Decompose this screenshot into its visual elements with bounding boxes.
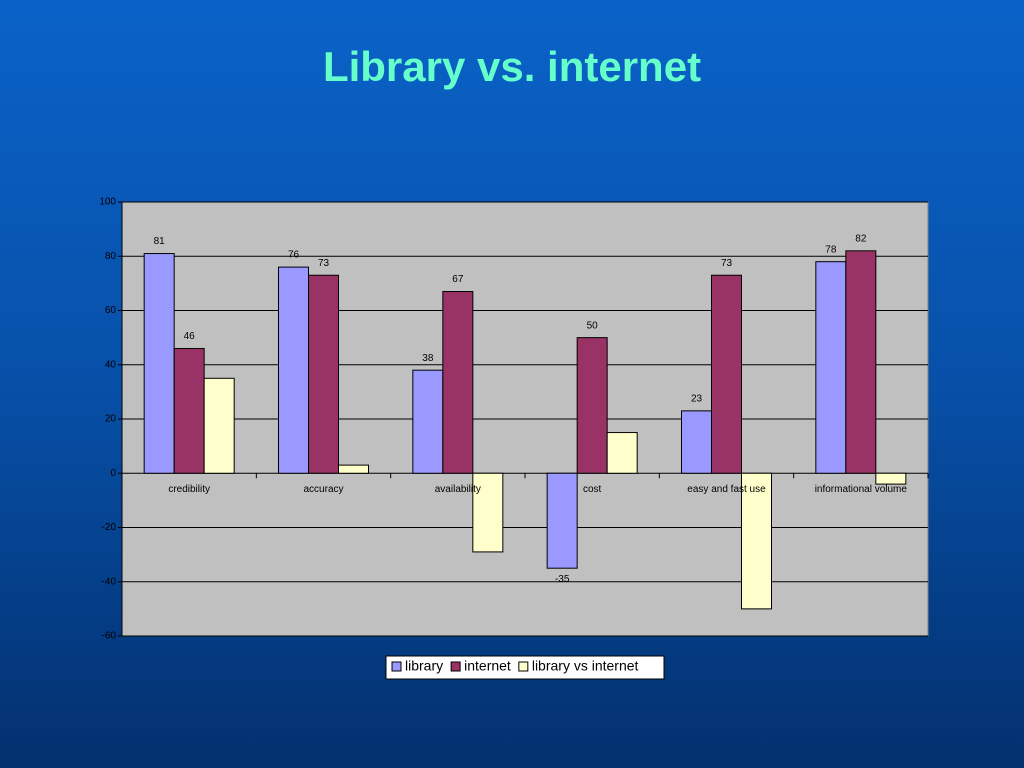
data-label: 46 [184, 331, 196, 342]
legend-label: internet [464, 658, 511, 674]
bar [173, 347, 205, 474]
data-label: 50 [587, 320, 599, 331]
data-label: 82 [855, 233, 867, 244]
y-tick-label: 0 [110, 468, 116, 479]
x-tick-label: accuracy [303, 484, 343, 495]
x-tick-label: cost [583, 484, 602, 495]
data-label: 67 [452, 274, 464, 285]
legend-label: library [405, 658, 443, 674]
y-tick-label: 40 [105, 359, 117, 370]
bar [338, 464, 369, 474]
legend-swatch [518, 661, 529, 672]
data-label: 23 [691, 394, 703, 405]
bar [203, 377, 235, 474]
x-tick-label: informational volume [815, 484, 908, 495]
data-label: 38 [422, 353, 434, 364]
data-label: 73 [721, 258, 733, 269]
bar [741, 472, 772, 610]
bar [711, 274, 742, 474]
data-label: -35 [555, 574, 570, 585]
bar [442, 291, 474, 474]
legend-swatch [450, 661, 461, 672]
bar [546, 472, 578, 569]
x-tick-label: credibility [168, 484, 210, 495]
data-label: 78 [825, 244, 837, 255]
legend-label: library vs internet [532, 658, 639, 674]
chart-title: Library vs. internet [323, 43, 701, 90]
bar [576, 337, 608, 474]
bar [412, 369, 444, 474]
data-label: 76 [288, 250, 300, 261]
y-tick-label: -60 [102, 631, 117, 642]
bar [606, 432, 638, 474]
y-tick-label: 20 [105, 414, 117, 425]
data-label: 73 [318, 258, 330, 269]
bar [681, 410, 712, 474]
data-label: 81 [154, 236, 166, 247]
bar [278, 266, 309, 474]
y-tick-label: -20 [102, 522, 117, 533]
x-tick-label: availability [435, 484, 481, 495]
bar [815, 261, 847, 474]
bar [143, 253, 175, 474]
bar [875, 472, 907, 485]
y-tick-label: 100 [99, 197, 116, 208]
legend-swatch [391, 661, 402, 672]
y-tick-label: -40 [102, 576, 117, 587]
x-tick-label: easy and fast use [687, 484, 766, 495]
bar [308, 274, 339, 474]
bar [845, 250, 877, 474]
y-tick-label: 80 [105, 251, 117, 262]
bar [472, 472, 504, 553]
y-tick-label: 60 [105, 305, 117, 316]
